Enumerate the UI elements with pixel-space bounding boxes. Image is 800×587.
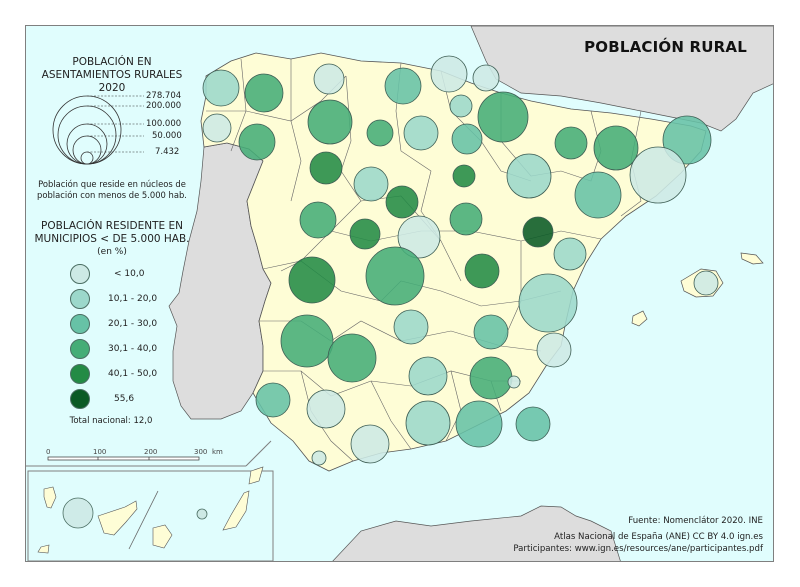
class-swatch-5 [70, 364, 90, 384]
size-legend-value-2: 200.000 [146, 101, 182, 111]
size-legend-note: Población que reside en núcleos de pobla… [26, 179, 198, 201]
france-land [470, 26, 773, 132]
class-label-3: 20,1 - 30,0 [108, 319, 158, 329]
size-legend-value-4: 50.000 [152, 131, 182, 141]
class-legend-item-6: 55,6 [70, 389, 134, 409]
size-legend-value-3: 100.000 [146, 119, 182, 129]
scale-unit: km [212, 448, 223, 456]
scale-tick-300: 300 [194, 448, 208, 456]
class-legend-title-line2: MUNICIPIOS < DE 5.000 HAB. [34, 233, 190, 245]
class-label-2: 10,1 - 20,0 [108, 294, 158, 304]
atlas-credit: Atlas Nacional de España (ANE) CC BY 4.0… [554, 532, 763, 542]
class-legend-item-4: 30,1 - 40,0 [70, 339, 157, 359]
africa-land [332, 505, 621, 561]
class-label-4: 30,1 - 40,0 [108, 344, 158, 354]
menorca [740, 252, 764, 265]
class-legend-item-2: 10,1 - 20,0 [70, 289, 157, 309]
class-legend-item-1: < 10,0 [70, 264, 144, 284]
participants-credit: Participantes: www.ign.es/resources/ane/… [513, 544, 763, 554]
national-total: Total nacional: 12,0 [69, 416, 153, 426]
scale-bar [47, 456, 200, 461]
size-legend-note-line1: Población que reside en núcleos de [38, 179, 186, 189]
scale-tick-100: 100 [93, 448, 107, 456]
class-swatch-3 [70, 314, 90, 334]
map-frame: POBLACIÓN RURAL POBLACIÓN EN ASENTAMIENT… [25, 25, 774, 562]
ibiza [631, 310, 648, 327]
class-legend-item-5: 40,1 - 50,0 [70, 364, 157, 384]
size-legend-title-line3: 2020 [98, 82, 126, 94]
size-legend-title-line1: POBLACIÓN EN [72, 56, 152, 68]
size-legend-title: POBLACIÓN EN ASENTAMIENTOS RURALES 2020 [26, 56, 198, 95]
scale-tick-0: 0 [46, 448, 51, 456]
class-legend-title-line1: POBLACIÓN RESIDENTE EN [41, 220, 183, 232]
class-swatch-1 [70, 264, 90, 284]
province-symbols [202, 55, 719, 466]
class-label-5: 40,1 - 50,0 [108, 369, 158, 379]
class-legend-title: POBLACIÓN RESIDENTE EN MUNICIPIOS < DE 5… [26, 220, 198, 259]
size-legend-value-5: 7.432 [155, 147, 180, 157]
size-legend-title-line2: ASENTAMIENTOS RURALES [41, 69, 183, 81]
map-title: POBLACIÓN RURAL [584, 38, 747, 56]
class-swatch-2 [70, 289, 90, 309]
scale-tick-200: 200 [144, 448, 158, 456]
class-legend-item-3: 20,1 - 30,0 [70, 314, 157, 334]
class-label-6: 55,6 [114, 394, 135, 404]
size-legend-note-line2: población con menos de 5.000 hab. [37, 190, 187, 200]
size-legend-leaders [87, 95, 144, 153]
class-label-1: < 10,0 [114, 269, 145, 279]
map-canvas [26, 26, 773, 561]
class-legend-title-line3: (en %) [97, 247, 127, 257]
class-swatch-4 [70, 339, 90, 359]
class-swatch-6 [70, 389, 90, 409]
source-credit: Fuente: Nomenclátor 2020. INE [628, 516, 763, 526]
size-legend-value-1: 278.704 [146, 91, 182, 101]
